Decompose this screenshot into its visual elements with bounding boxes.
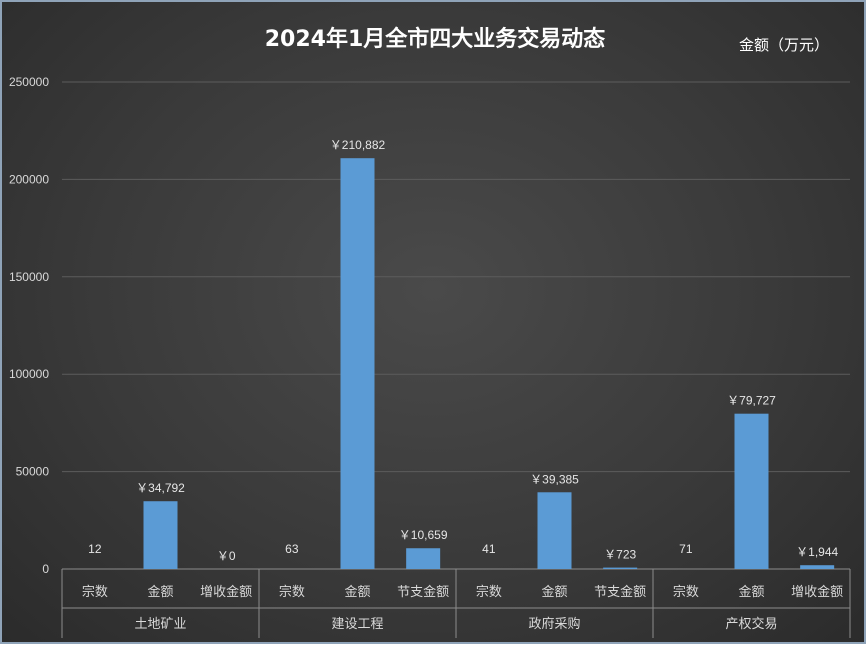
y-tick-label: 250000 <box>9 75 49 89</box>
data-label: 12 <box>88 542 102 556</box>
y-tick-label: 100000 <box>9 367 49 381</box>
unit-label: 金额（万元） <box>739 36 829 54</box>
x-tick-label: 宗数 <box>476 584 502 600</box>
bar <box>143 501 178 569</box>
data-label: ￥79,727 <box>727 394 776 408</box>
x-tick-label: 节支金额 <box>594 584 646 600</box>
y-tick-label: 0 <box>42 562 49 576</box>
x-tick-label: 宗数 <box>82 584 108 600</box>
data-label: 63 <box>285 542 299 556</box>
data-label: ￥0 <box>217 549 236 563</box>
data-label: ￥10,659 <box>399 528 448 542</box>
bar <box>800 565 835 569</box>
y-axis: 0 50000 100000 150000 200000 250000 <box>9 75 49 576</box>
group-label: 建设工程 <box>331 617 383 632</box>
bar <box>537 492 572 569</box>
data-label: ￥210,882 <box>330 138 386 152</box>
y-tick-label: 50000 <box>16 465 50 479</box>
group-label: 政府采购 <box>528 616 580 632</box>
chart-title: 2024年1月全市四大业务交易动态 <box>265 26 606 52</box>
x-tick-label: 增收金额 <box>791 584 843 600</box>
bar <box>734 413 769 569</box>
bars: 12 ￥34,792 ￥0 63 ￥210,882 ￥10,659 41 ￥39,385 ￥72… <box>88 138 839 570</box>
x-tick-label: 宗数 <box>673 584 699 600</box>
y-tick-label: 200000 <box>9 172 49 186</box>
x-tick-label: 金额 <box>344 584 370 600</box>
group-label: 土地矿业 <box>134 617 186 632</box>
bar <box>340 158 375 570</box>
x-tick-label: 宗数 <box>279 584 305 600</box>
x-tick-label: 增收金额 <box>200 584 252 600</box>
x-tick-label: 金额 <box>147 584 173 600</box>
bar <box>406 548 441 569</box>
gridlines <box>62 81 850 570</box>
data-label: ￥1,944 <box>796 545 838 559</box>
data-label: ￥34,792 <box>136 481 185 495</box>
data-label: ￥39,385 <box>530 472 579 486</box>
x-tick-label: 金额 <box>738 584 764 600</box>
data-label: 71 <box>679 542 693 556</box>
data-label: 41 <box>482 542 496 556</box>
group-label: 产权交易 <box>725 616 777 632</box>
x-tick-label: 节支金额 <box>397 584 449 600</box>
x-tick-label: 金额 <box>541 584 567 600</box>
bar <box>603 567 638 569</box>
y-tick-label: 150000 <box>9 270 49 284</box>
data-label: ￥723 <box>604 548 636 562</box>
